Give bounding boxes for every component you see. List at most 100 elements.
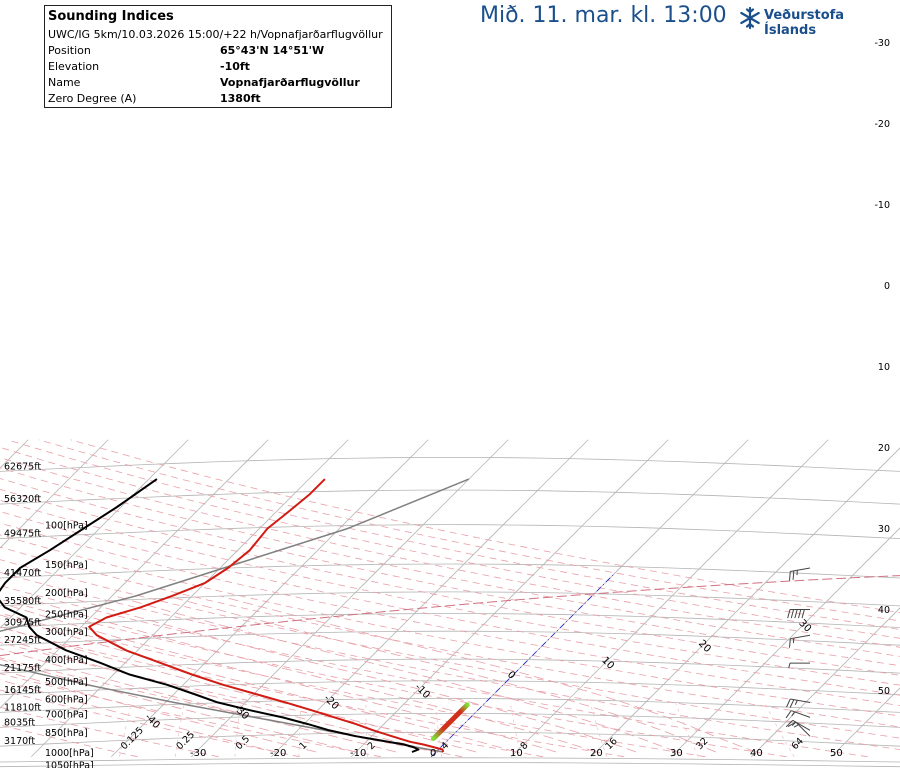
pressure-label: 700[hPa] — [45, 709, 88, 720]
dry-adiabat — [0, 585, 868, 758]
temp-tick-label: -20 — [270, 748, 286, 759]
mixing-ratio-line — [589, 702, 608, 757]
isotherm-label: 10 — [599, 655, 616, 672]
wind-barb-flag — [801, 609, 805, 619]
dry-adiabat — [0, 511, 900, 696]
tropopause-line — [0, 575, 900, 657]
mixing-ratio-line — [675, 702, 699, 757]
altitude-label: 56320ft — [4, 494, 41, 505]
pressure-label: 300[hPa] — [45, 627, 88, 638]
dry-adiabat — [0, 457, 900, 648]
isotherm-line — [0, 439, 109, 549]
moist-adiabat — [219, 595, 757, 753]
mixing-ratio-label: 4 — [439, 740, 451, 752]
mixing-ratio-line — [365, 702, 368, 757]
plot-area — [0, 439, 900, 768]
wind-barb-flag — [785, 720, 794, 728]
altitude-label: 21175ft — [4, 663, 41, 674]
isotherm-line — [750, 607, 900, 758]
info-run: UWC/IG 5km/10.03.2026 15:00/+22 h/Vopnaf… — [48, 28, 383, 41]
isotherm-label: 0 — [505, 669, 517, 681]
dry-adiabat — [0, 689, 300, 758]
dry-adiabat — [0, 598, 787, 758]
zero-isotherm — [430, 573, 615, 758]
isotherm-label: -20 — [321, 693, 340, 712]
moist-adiabat — [0, 626, 477, 753]
right-axis-label: 0 — [884, 281, 890, 292]
isotherm-line — [110, 439, 429, 758]
wind-barb-flag — [790, 609, 795, 619]
isotherm-line — [590, 447, 900, 758]
logo-text: Veðurstofa Íslands — [764, 8, 845, 38]
wind-barb-flag — [793, 724, 799, 728]
pressure-label: 200[hPa] — [45, 588, 88, 599]
info-label: Elevation — [48, 60, 100, 73]
pressure-label: 850[hPa] — [45, 728, 88, 739]
wind-barb-staff — [790, 634, 811, 640]
isotherm-line — [30, 439, 349, 758]
isotherm-line — [670, 527, 900, 758]
dry-adiabat — [0, 559, 900, 739]
isobar-line — [0, 613, 900, 628]
wind-barb-flag — [792, 570, 795, 580]
moist-adiabat — [114, 595, 677, 753]
altitude-label: 62675ft — [4, 461, 41, 472]
info-value: Vopnafjarðarflugvöllur — [220, 76, 360, 89]
isobar-line — [0, 563, 900, 579]
altitude-label: 11810ft — [4, 702, 41, 713]
temp-tick-label: 0 — [430, 748, 436, 759]
isobar-line — [0, 489, 900, 505]
wind-barb-flag — [789, 638, 791, 648]
temp-tick-label: -30 — [190, 748, 206, 759]
wind-barb-flag — [794, 700, 798, 705]
dry-adiabat — [0, 673, 381, 758]
valid-time: Mið. 11. mar. kl. 13:00 — [480, 3, 727, 28]
right-axis-label: 10 — [878, 362, 890, 373]
moist-adiabat — [0, 602, 557, 753]
altitude-label: 30975ft — [4, 618, 41, 629]
dry-adiabat — [0, 522, 900, 706]
temp-tick-label: 20 — [590, 748, 603, 759]
isotherm-line — [0, 439, 189, 629]
isobar-line — [0, 697, 900, 713]
right-axis-label: 40 — [878, 605, 890, 616]
dry-adiabat — [70, 439, 900, 614]
wind-barb — [789, 634, 811, 648]
dry-adiabat — [6, 439, 900, 630]
dry-adiabat — [0, 571, 900, 751]
vedurstofa-logo: Veðurstofa Íslands — [738, 6, 898, 38]
wind-barb-staff — [792, 719, 811, 731]
moist-adiabat — [19, 595, 597, 753]
isotherm-label: 30 — [796, 618, 813, 635]
right-axis-label: -10 — [874, 200, 890, 211]
isobar-line — [0, 731, 900, 747]
mixing-ratio-label: 1 — [297, 740, 309, 752]
isobar-line — [0, 591, 900, 607]
mixing-ratio-label: 16 — [603, 736, 619, 752]
moist-adiabat — [167, 595, 717, 753]
wind-barb-flag — [797, 609, 802, 619]
isotherm-label: 20 — [696, 638, 713, 655]
wind-barb-flag — [785, 710, 792, 719]
wind-barb-flag — [788, 662, 791, 669]
pressure-label: 150[hPa] — [45, 560, 88, 571]
pressure-label: 500[hPa] — [45, 677, 88, 688]
info-value: -10ft — [220, 60, 250, 73]
right-axis-label: 30 — [878, 524, 890, 535]
mixing-ratio-label: 0.5 — [234, 734, 252, 752]
wind-barb-flag — [791, 711, 795, 717]
wind-barb-flag — [794, 609, 798, 619]
dry-adiabat — [0, 534, 900, 717]
info-label: Zero Degree (A) — [48, 92, 137, 105]
wind-barb — [789, 567, 811, 581]
pressure-label: 250[hPa] — [45, 610, 88, 621]
temp-tick-label: 10 — [510, 748, 523, 759]
altitude-label: 3170ft — [4, 736, 35, 747]
wind-barb — [785, 719, 811, 731]
info-value: 1380ft — [220, 92, 261, 105]
altitude-label: 8035ft — [4, 717, 35, 728]
isotherm-line — [270, 439, 589, 758]
isobar-line — [0, 762, 900, 768]
dewpoint-profile — [0, 478, 420, 753]
